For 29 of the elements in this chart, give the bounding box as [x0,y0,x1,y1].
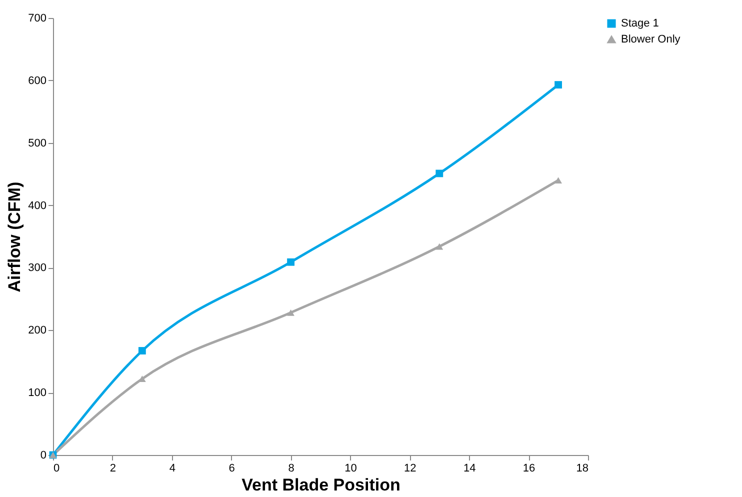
point [436,170,444,178]
point [287,309,294,316]
point [436,243,444,250]
x-tick-label: 10 [344,462,357,474]
x-tick-label: 6 [228,462,235,474]
point [554,81,562,89]
x-tick-label: 8 [288,462,294,474]
y-tick-label: 400 [28,200,46,212]
y-tick-label: 100 [28,387,46,400]
x-tick-label: 0 [54,462,60,474]
point [138,347,146,354]
y-tick-label: 700 [28,12,46,24]
y-tick-label: 0 [40,450,46,462]
legend-label: Blower Only [621,34,681,46]
point [287,258,294,266]
x-tick-label: 4 [169,462,176,474]
x-tick-label: 18 [576,462,588,474]
y-tick-label: 200 [28,324,46,337]
x-tick-label: 2 [110,462,116,474]
legend-label: Stage 1 [621,18,659,30]
y-axis-title: Airflow (CFM) [5,182,24,292]
y-tick-label: 500 [28,137,46,150]
x-tick-label: 16 [522,462,536,474]
x-tick-label: 12 [404,462,416,474]
x-tick-label: 14 [463,462,476,474]
y-tick-label: 600 [28,74,46,87]
x-axis-title: Vent Blade Position [242,476,400,494]
point [554,177,562,184]
y-tick-label: 300 [28,262,46,274]
